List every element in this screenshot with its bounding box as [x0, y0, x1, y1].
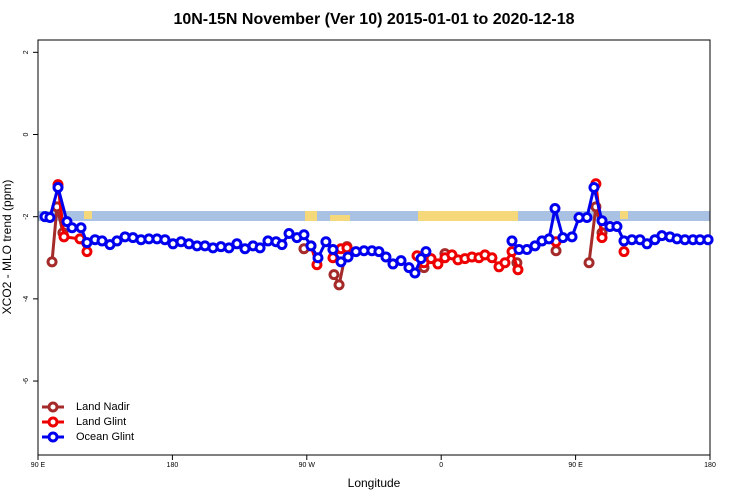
- data-point: [512, 264, 524, 276]
- data-point: [327, 244, 339, 256]
- data-point: [702, 234, 714, 246]
- x-tick-label: 90 E: [568, 462, 583, 469]
- data-point: [486, 252, 498, 264]
- data-point: [596, 232, 608, 244]
- data-point: [529, 240, 541, 252]
- legend-marker: [47, 416, 59, 428]
- data-point: [373, 246, 385, 258]
- y-tick-label: -6: [23, 378, 30, 384]
- data-point: [254, 242, 266, 254]
- data-point: [341, 242, 353, 254]
- data-point: [305, 240, 317, 252]
- data-point: [543, 233, 555, 245]
- x-tick-label: 0: [439, 462, 443, 469]
- y-axis-label: XCO2 - MLO trend (ppm): [0, 180, 14, 315]
- data-point: [425, 253, 437, 265]
- data-point: [223, 242, 235, 254]
- data-point: [596, 215, 608, 227]
- chart-title: 10N-15N November (Ver 10) 2015-01-01 to …: [173, 11, 574, 28]
- data-point: [641, 238, 653, 250]
- data-point: [506, 235, 518, 247]
- x-tick-label: 180: [704, 462, 716, 469]
- data-point: [335, 256, 347, 268]
- data-point: [58, 231, 70, 243]
- y-tick-label: 0: [23, 132, 30, 136]
- data-point: [333, 279, 345, 291]
- data-point: [328, 269, 340, 281]
- y-tick-label: -2: [23, 213, 30, 219]
- data-point: [342, 251, 354, 263]
- data-point: [52, 182, 64, 194]
- data-point: [566, 231, 578, 243]
- data-point: [581, 212, 593, 224]
- data-point: [44, 212, 56, 224]
- y-tick-label: -4: [23, 296, 30, 302]
- data-point: [409, 267, 421, 279]
- x-tick-label: 90 E: [31, 462, 46, 469]
- data-point: [111, 235, 123, 247]
- legend-marker: [47, 431, 59, 443]
- legend-label: Ocean Glint: [76, 431, 134, 443]
- data-point: [276, 239, 288, 251]
- data-point: [432, 258, 444, 270]
- data-point: [420, 246, 432, 258]
- x-axis-label: Longitude: [348, 476, 401, 490]
- map-strip: [38, 211, 710, 221]
- data-point: [557, 232, 569, 244]
- data-point: [75, 222, 87, 234]
- data-point: [66, 222, 78, 234]
- x-tick-label: 180: [167, 462, 179, 469]
- data-point: [395, 255, 407, 267]
- data-point: [588, 182, 600, 194]
- data-point: [618, 246, 630, 258]
- data-point: [283, 228, 295, 240]
- data-point: [298, 229, 310, 241]
- legend-label: Land Nadir: [76, 401, 130, 413]
- data-point: [583, 257, 595, 269]
- data-point: [46, 256, 58, 268]
- data-point: [611, 221, 623, 233]
- data-point: [320, 236, 332, 248]
- legend-label: Land Glint: [76, 416, 126, 428]
- data-point: [550, 245, 562, 257]
- data-point: [81, 246, 93, 258]
- data-point: [159, 234, 171, 246]
- legend-marker: [47, 401, 59, 413]
- data-point: [231, 238, 243, 250]
- data-point: [549, 202, 561, 214]
- data-point: [415, 253, 427, 265]
- data-point: [312, 252, 324, 264]
- plot-frame: [37, 39, 711, 456]
- x-tick-label: 90 W: [299, 462, 316, 469]
- y-tick-label: 2: [23, 50, 30, 54]
- data-point: [499, 257, 511, 269]
- data-point: [380, 251, 392, 263]
